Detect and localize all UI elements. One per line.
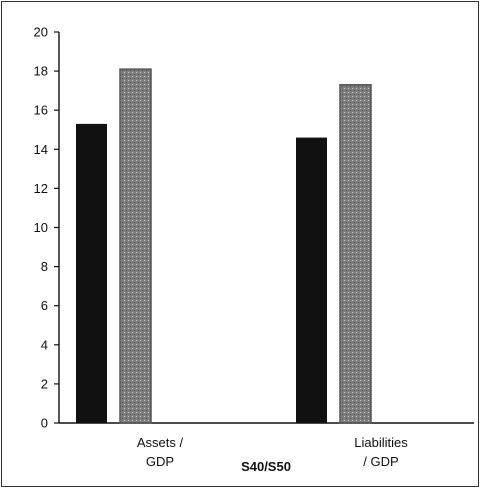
bar-series-1-category-1 (76, 123, 107, 423)
y-tick-label: 2 (41, 376, 48, 391)
y-tick-label: 6 (41, 298, 48, 313)
bar-series-2-category-1 (119, 68, 152, 424)
y-tick-label: 16 (34, 103, 48, 118)
x-category-label: Liabilities (354, 435, 408, 450)
x-category-label: / GDP (363, 454, 398, 469)
y-tick-label: 14 (34, 142, 48, 157)
x-category-label: Assets / (137, 435, 184, 450)
y-tick-label: 0 (41, 416, 48, 431)
bar-series-1-category-2 (296, 137, 327, 423)
y-tick-label: 20 (34, 25, 48, 40)
y-tick-label: 10 (34, 220, 48, 235)
y-tick-label: 12 (34, 181, 48, 196)
x-axis-footer-label: S40/S50 (241, 459, 291, 474)
y-tick-label: 4 (41, 337, 48, 352)
x-category-label: GDP (146, 454, 174, 469)
y-tick-label: 18 (34, 64, 48, 79)
y-tick-label: 8 (41, 259, 48, 274)
bar-series-2-category-2 (339, 84, 372, 424)
